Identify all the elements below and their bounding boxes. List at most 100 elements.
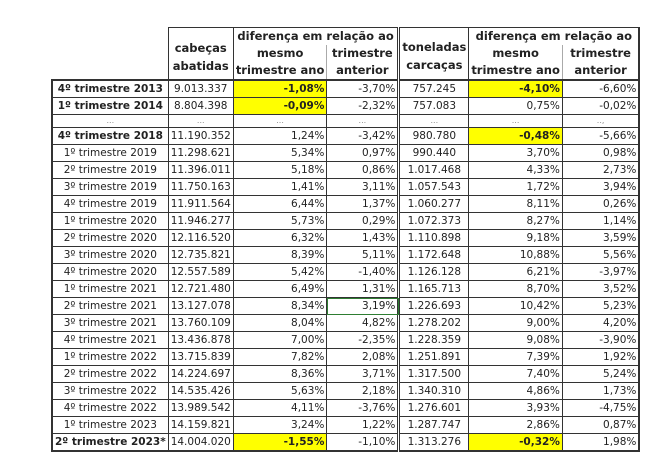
cell-cab-qoq[interactable]: -2,32% bbox=[326, 97, 401, 115]
cell-ton-qoq[interactable]: 0,26% bbox=[561, 195, 641, 213]
cell-label[interactable]: 2º trimestre 2020 bbox=[50, 229, 169, 247]
cell-ton-yoy[interactable]: 6,21% bbox=[468, 263, 563, 281]
cell-ton-qoq[interactable]: 0,98% bbox=[561, 144, 641, 162]
cell-cab-qoq[interactable]: ... bbox=[326, 114, 401, 128]
cell-ton-qoq[interactable]: 5,56% bbox=[561, 246, 641, 264]
cell-label[interactable]: 1º trimestre 2020 bbox=[50, 212, 169, 230]
cell-cab-qoq[interactable]: 5,11% bbox=[326, 246, 401, 264]
cell-cab-qoq[interactable]: 3,71% bbox=[326, 365, 401, 383]
cell-ton[interactable]: 1.340.310 bbox=[398, 382, 470, 400]
cell-label[interactable]: 4º trimestre 2021 bbox=[50, 331, 169, 349]
cell-ton-yoy[interactable]: 4,33% bbox=[468, 161, 563, 179]
cell-cab-yoy[interactable]: 3,24% bbox=[232, 416, 328, 434]
cell-ton-yoy[interactable]: 10,42% bbox=[468, 297, 563, 315]
cell-ton[interactable]: 1.172.648 bbox=[398, 246, 470, 264]
cell-ton-yoy[interactable]: 8,70% bbox=[468, 280, 563, 298]
cell-cab-qoq[interactable]: 4,82% bbox=[326, 314, 401, 332]
cell-label[interactable]: 1º trimestre 2023 bbox=[50, 416, 169, 434]
cell-cab-yoy[interactable]: 7,00% bbox=[232, 331, 328, 349]
cell-cab[interactable]: 9.013.337 bbox=[167, 79, 234, 98]
cell-label[interactable]: 1º trimestre 2014 bbox=[50, 97, 169, 115]
cell-ton[interactable]: 1.110.898 bbox=[398, 229, 470, 247]
cell-cab-qoq[interactable]: 3,11% bbox=[326, 178, 401, 196]
cell-label[interactable]: 4º trimestre 2013 bbox=[50, 79, 169, 98]
cell-label[interactable]: 4º trimestre 2022 bbox=[50, 399, 169, 417]
cell-ton-yoy[interactable]: 3,70% bbox=[468, 144, 563, 162]
cell-ton[interactable]: 1.313.276 bbox=[398, 433, 470, 452]
cell-cab-yoy[interactable]: 8,34% bbox=[232, 297, 328, 315]
cell-cab-qoq[interactable]: 1,37% bbox=[326, 195, 401, 213]
cell-cab-qoq[interactable]: 0,86% bbox=[326, 161, 401, 179]
cell-label[interactable]: 2º trimestre 2019 bbox=[50, 161, 169, 179]
cell-cab[interactable]: 14.004.020 bbox=[167, 433, 234, 452]
cell-ton-qoq[interactable]: 1,73% bbox=[561, 382, 641, 400]
cell-cab-yoy[interactable]: 7,82% bbox=[232, 348, 328, 366]
cell-cab[interactable]: 12.116.520 bbox=[167, 229, 234, 247]
cell-cab-yoy[interactable]: 8,36% bbox=[232, 365, 328, 383]
cell-ton-qoq[interactable]: -5,66% bbox=[561, 127, 641, 145]
cell-cab-yoy[interactable]: ... bbox=[232, 114, 328, 128]
cell-cab[interactable]: 11.298.621 bbox=[167, 144, 234, 162]
cell-cab-qoq[interactable]: 1,31% bbox=[326, 280, 401, 298]
cell-cab[interactable]: 13.989.542 bbox=[167, 399, 234, 417]
cell-cab-yoy[interactable]: -0,09% bbox=[232, 97, 328, 115]
cell-cab-qoq[interactable]: -1,40% bbox=[326, 263, 401, 281]
cell-cab-qoq[interactable]: 0,29% bbox=[326, 212, 401, 230]
cell-cab-qoq[interactable]: 1,43% bbox=[326, 229, 401, 247]
cell-label[interactable]: 3º trimestre 2019 bbox=[50, 178, 169, 196]
cell-ton[interactable]: 1.165.713 bbox=[398, 280, 470, 298]
cell-cab-qoq[interactable]: 3,19% bbox=[326, 297, 401, 315]
cell-ton-yoy[interactable]: ... bbox=[468, 114, 563, 128]
cell-label[interactable]: 4º trimestre 2019 bbox=[50, 195, 169, 213]
cell-ton[interactable]: 1.228.359 bbox=[398, 331, 470, 349]
cell-cab-yoy[interactable]: 5,42% bbox=[232, 263, 328, 281]
cell-cab-yoy[interactable]: 5,18% bbox=[232, 161, 328, 179]
cell-cab-yoy[interactable]: 6,49% bbox=[232, 280, 328, 298]
cell-cab[interactable]: 13.715.839 bbox=[167, 348, 234, 366]
cell-ton[interactable]: 990.440 bbox=[398, 144, 470, 162]
cell-cab-yoy[interactable]: 1,24% bbox=[232, 127, 328, 145]
cell-ton-yoy[interactable]: 9,18% bbox=[468, 229, 563, 247]
cell-ton-yoy[interactable]: 3,93% bbox=[468, 399, 563, 417]
cell-cab[interactable]: 14.224.697 bbox=[167, 365, 234, 383]
cell-cab[interactable]: 12.735.821 bbox=[167, 246, 234, 264]
cell-cab[interactable]: 11.190.352 bbox=[167, 127, 234, 145]
cell-ton-yoy[interactable]: 7,40% bbox=[468, 365, 563, 383]
cell-cab[interactable]: ... bbox=[167, 114, 234, 128]
cell-ton[interactable]: 1.278.202 bbox=[398, 314, 470, 332]
cell-ton-qoq[interactable]: 3,59% bbox=[561, 229, 641, 247]
cell-ton[interactable]: 1.226.693 bbox=[398, 297, 470, 315]
cell-label[interactable]: ... bbox=[50, 114, 169, 128]
cell-label[interactable]: 1º trimestre 2021 bbox=[50, 280, 169, 298]
cell-ton-qoq[interactable]: 3,52% bbox=[561, 280, 641, 298]
cell-cab-qoq[interactable]: 1,22% bbox=[326, 416, 401, 434]
cell-ton-qoq[interactable]: -4,75% bbox=[561, 399, 641, 417]
cell-ton-yoy[interactable]: 4,86% bbox=[468, 382, 563, 400]
cell-cab-yoy[interactable]: 6,44% bbox=[232, 195, 328, 213]
cell-cab-yoy[interactable]: 4,11% bbox=[232, 399, 328, 417]
cell-ton[interactable]: 1.251.891 bbox=[398, 348, 470, 366]
cell-label[interactable]: 2º trimestre 2021 bbox=[50, 297, 169, 315]
cell-ton-qoq[interactable]: 3,94% bbox=[561, 178, 641, 196]
cell-ton-yoy[interactable]: -0,32% bbox=[468, 433, 563, 452]
cell-cab-yoy[interactable]: 8,39% bbox=[232, 246, 328, 264]
cell-ton-yoy[interactable]: 8,27% bbox=[468, 212, 563, 230]
cell-cab-qoq[interactable]: -1,10% bbox=[326, 433, 401, 452]
cell-cab[interactable]: 11.750.163 bbox=[167, 178, 234, 196]
cell-ton-qoq[interactable]: 4,20% bbox=[561, 314, 641, 332]
cell-cab-qoq[interactable]: -3,70% bbox=[326, 79, 401, 98]
cell-cab-yoy[interactable]: 5,73% bbox=[232, 212, 328, 230]
cell-cab-qoq[interactable]: -2,35% bbox=[326, 331, 401, 349]
cell-ton-qoq[interactable]: -6,60% bbox=[561, 79, 641, 98]
cell-label[interactable]: 2º trimestre 2023* bbox=[50, 433, 169, 452]
cell-ton[interactable]: 1.057.543 bbox=[398, 178, 470, 196]
cell-ton-yoy[interactable]: 2,86% bbox=[468, 416, 563, 434]
cell-cab-qoq[interactable]: -3,76% bbox=[326, 399, 401, 417]
cell-ton[interactable]: 1.072.373 bbox=[398, 212, 470, 230]
cell-cab[interactable]: 11.396.011 bbox=[167, 161, 234, 179]
cell-cab[interactable]: 13.760.109 bbox=[167, 314, 234, 332]
cell-label[interactable]: 3º trimestre 2022 bbox=[50, 382, 169, 400]
cell-ton-qoq[interactable]: 1,92% bbox=[561, 348, 641, 366]
cell-ton-qoq[interactable]: 1,14% bbox=[561, 212, 641, 230]
cell-cab[interactable]: 12.557.589 bbox=[167, 263, 234, 281]
